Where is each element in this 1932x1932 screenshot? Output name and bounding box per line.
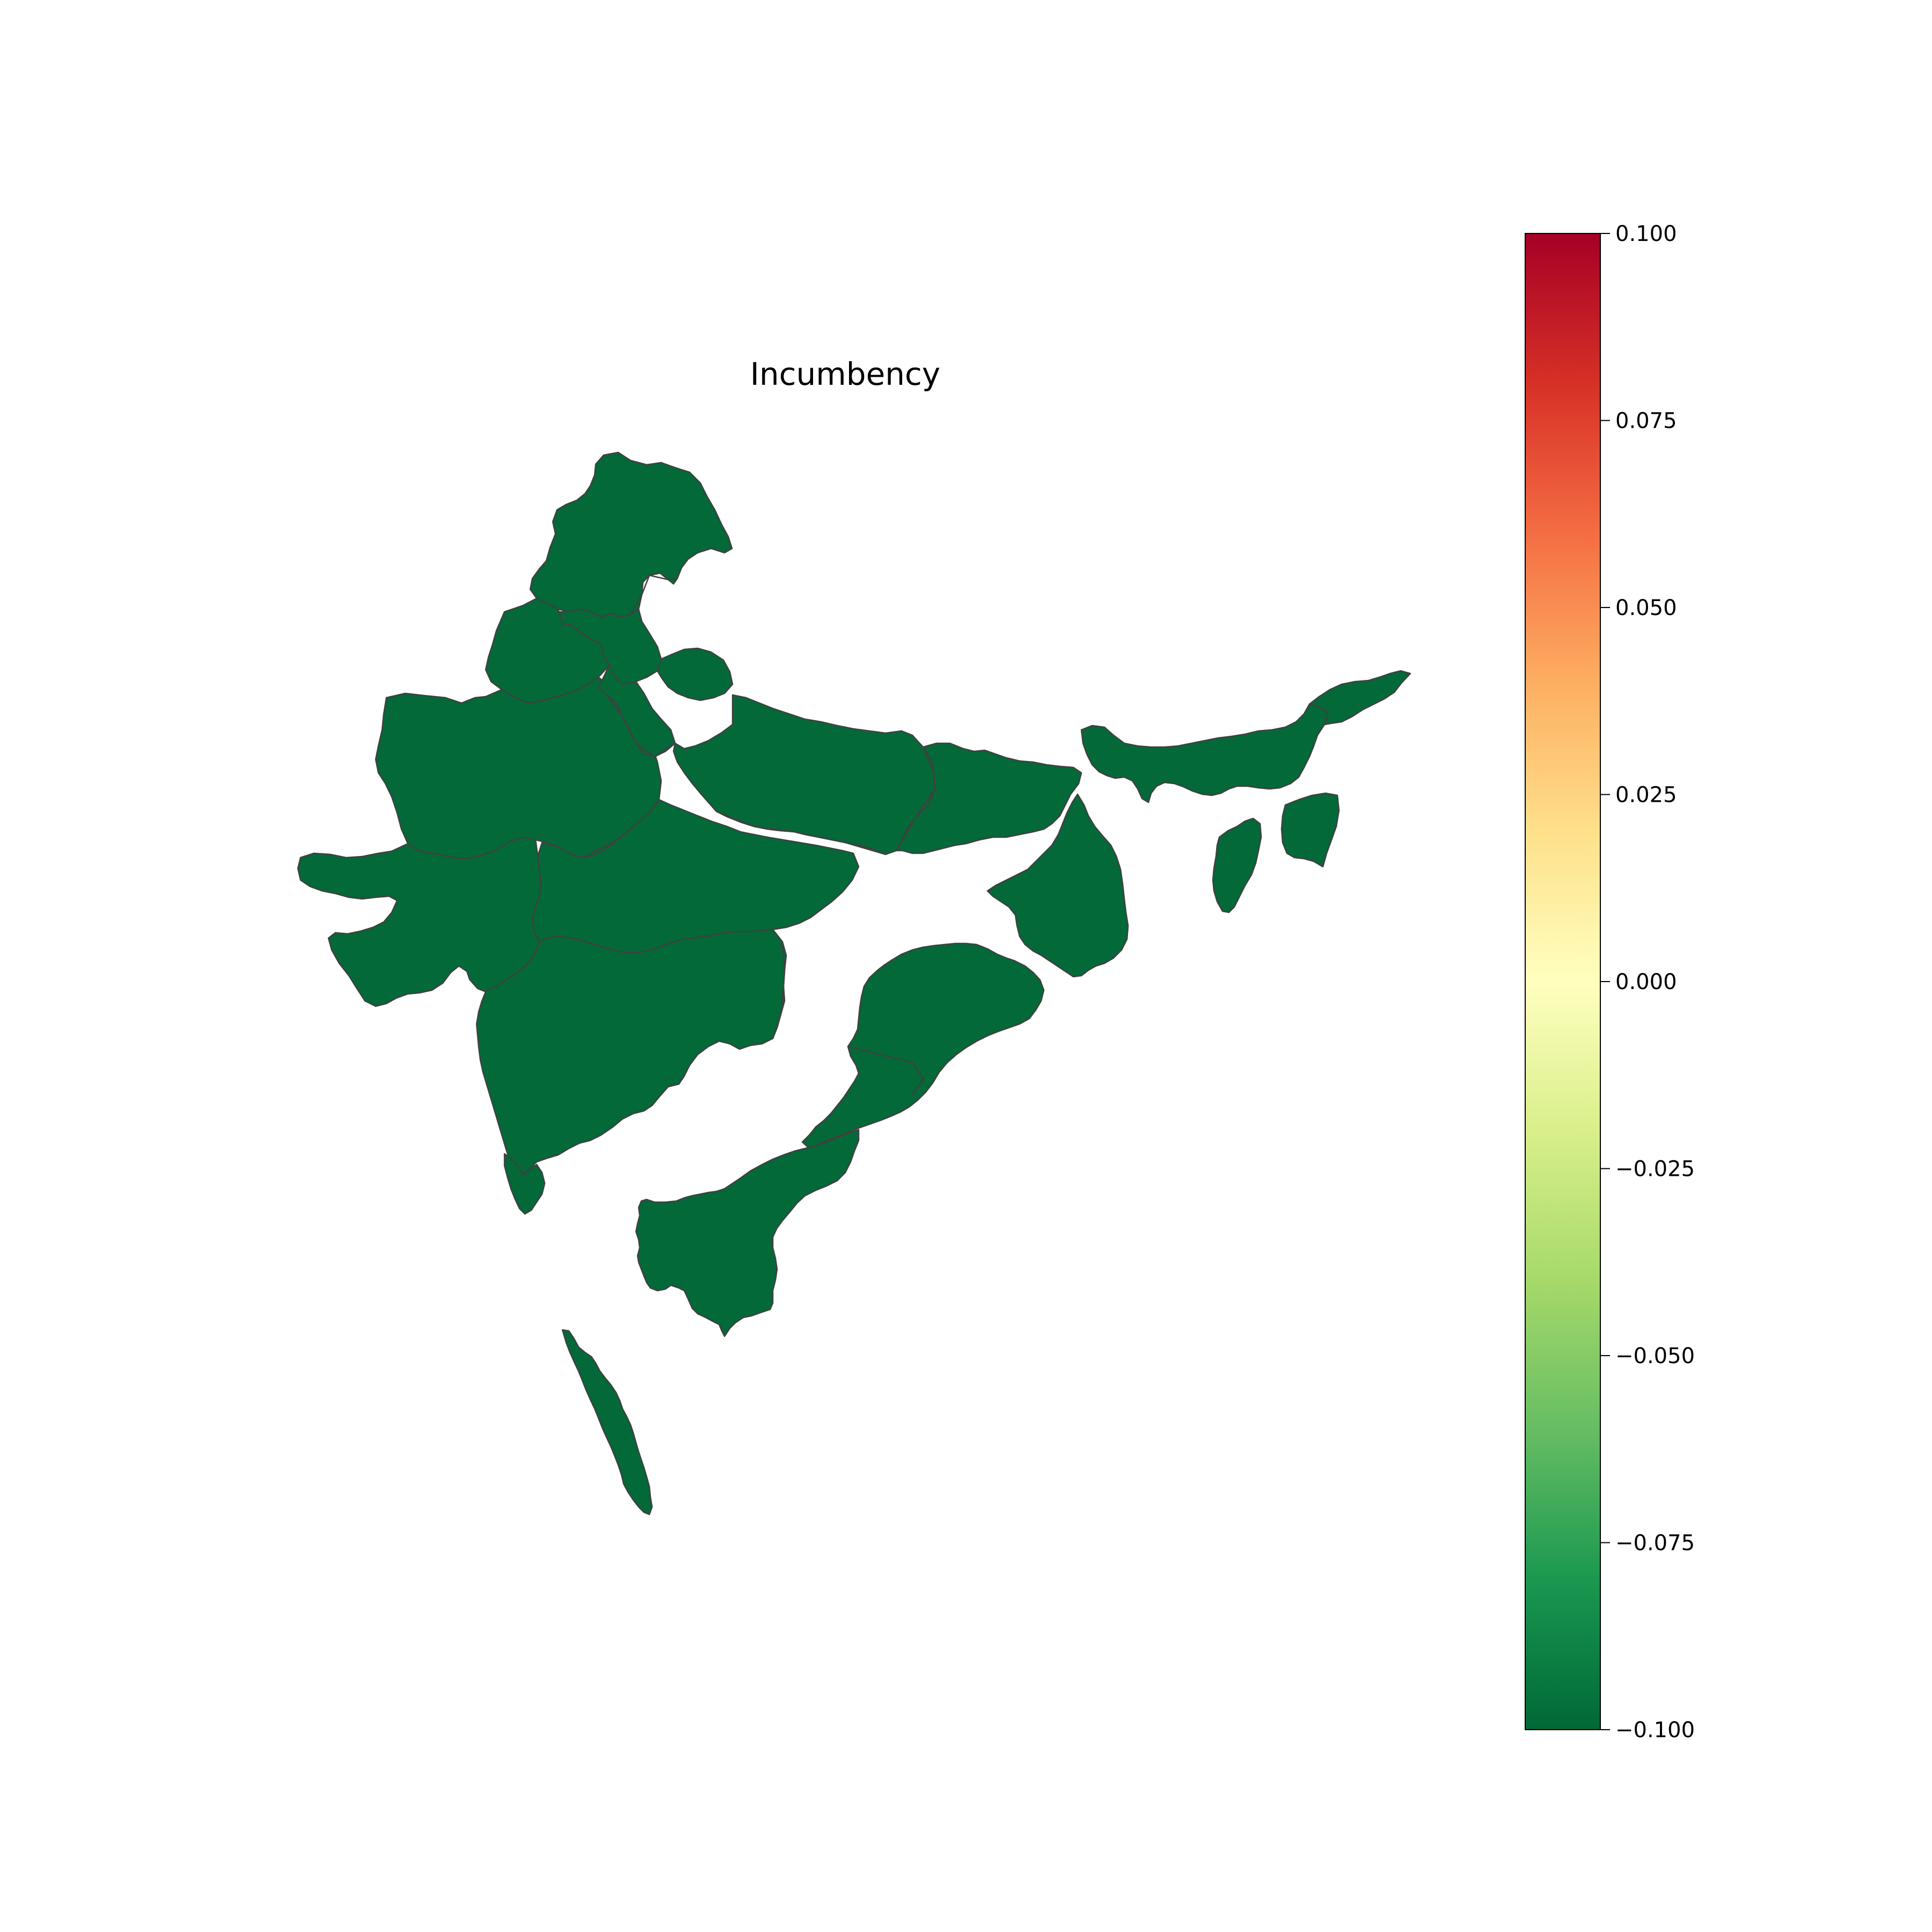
colorbar-tick-label: −0.075 xyxy=(1615,1531,1695,1556)
border-line xyxy=(772,929,786,1039)
border-line xyxy=(630,574,678,615)
region-gujarat xyxy=(297,836,542,1007)
region-kerala xyxy=(561,1329,653,1516)
colorbar-tick-label: −0.100 xyxy=(1615,1718,1695,1743)
region-odisha xyxy=(801,942,1045,1150)
region-west-bengal xyxy=(986,793,1129,978)
border-line xyxy=(716,810,897,855)
border-line xyxy=(606,694,676,758)
region-assam xyxy=(1080,703,1329,803)
region-arunachal-pradesh xyxy=(1308,670,1411,726)
border-line xyxy=(847,1045,924,1095)
map-title: Incumbency xyxy=(750,356,941,392)
colorbar-tick-label: 0.050 xyxy=(1615,596,1677,620)
region-maharashtra xyxy=(475,928,787,1176)
border-line xyxy=(901,747,936,842)
colorbar-tick-label: 0.100 xyxy=(1615,222,1677,246)
india-map xyxy=(297,451,1411,1516)
region-manipur xyxy=(1280,792,1340,868)
colorbar-tick-label: 0.075 xyxy=(1615,409,1677,434)
region-karnataka xyxy=(503,1153,546,1215)
border-line xyxy=(582,799,660,859)
colorbar-tick-label: 0.025 xyxy=(1615,783,1677,808)
colorbar: 0.100 0.075 0.050 0.025 0.000 −0.025 −0.050 −0.… xyxy=(1525,222,1695,1743)
region-haryana xyxy=(597,664,676,758)
colorbar-gradient xyxy=(1525,233,1601,1730)
colorbar-tick-label: −0.025 xyxy=(1615,1157,1695,1182)
region-jammu-kashmir xyxy=(529,451,733,618)
colorbar-tick-label: 0.000 xyxy=(1615,970,1677,994)
colorbar-tick-label: −0.050 xyxy=(1615,1344,1695,1368)
region-andhra-tamil xyxy=(635,1129,860,1337)
region-mizoram xyxy=(1212,817,1262,913)
region-uttarakhand xyxy=(656,647,734,701)
colorbar-ticks: 0.100 0.075 0.050 0.025 0.000 −0.025 −0.050 −0.… xyxy=(1600,222,1695,1743)
